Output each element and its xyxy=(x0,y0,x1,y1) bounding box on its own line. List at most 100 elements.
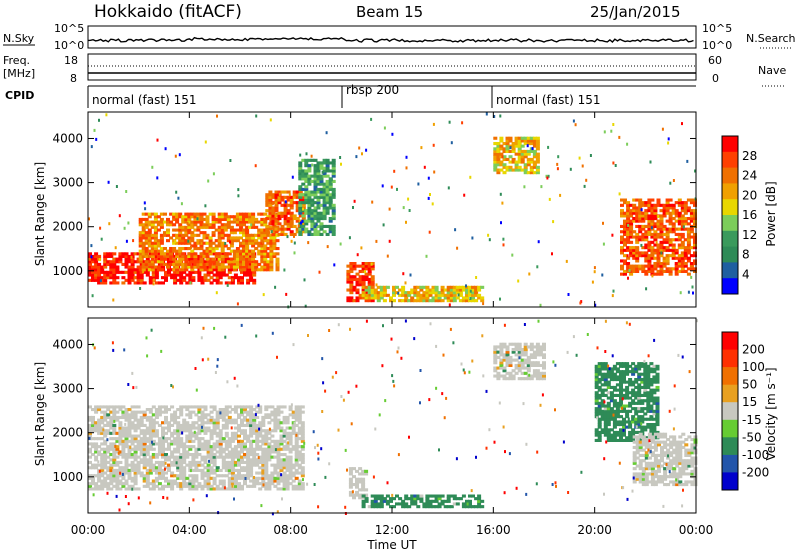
heatmap-cell xyxy=(635,224,640,228)
heatmap-cell xyxy=(662,248,667,252)
heatmap-cell xyxy=(322,203,327,207)
beam-title: Beam 15 xyxy=(356,3,423,21)
heatmap-cell xyxy=(361,291,366,295)
heatmap-cell xyxy=(127,429,132,433)
heatmap-cell xyxy=(130,257,135,261)
heatmap-cell xyxy=(465,299,469,303)
heatmap-cell xyxy=(200,442,205,446)
heatmap-cell xyxy=(200,487,205,491)
heatmap-cell xyxy=(242,239,246,243)
heatmap-speckle xyxy=(186,221,189,225)
heatmap-cell xyxy=(156,223,161,227)
heatmap-cell xyxy=(319,179,324,183)
heatmap-cell xyxy=(145,429,150,433)
heatmap-cell xyxy=(662,227,667,231)
heatmap-cell xyxy=(349,291,354,295)
heatmap-cell xyxy=(644,254,649,258)
heatmap-cell xyxy=(91,482,95,486)
heatmap-cell xyxy=(151,463,156,467)
heatmap-cell xyxy=(223,265,228,269)
heatmap-cell xyxy=(652,401,657,405)
heatmap-cell xyxy=(221,460,226,464)
heatmap-cell xyxy=(153,231,158,235)
heatmap-cell xyxy=(665,206,670,210)
heatmap-cell xyxy=(272,254,277,258)
heatmap-cell xyxy=(665,230,670,234)
heatmap-cell xyxy=(272,241,277,245)
heatmap-cell xyxy=(246,471,251,475)
heatmap-cell xyxy=(173,273,178,277)
heatmap-cell xyxy=(307,201,312,205)
heatmap-cell xyxy=(361,293,366,297)
heatmap-cell xyxy=(197,484,202,488)
heatmap-cell xyxy=(647,254,652,258)
heatmap-cell xyxy=(280,211,285,215)
heatmap-cell xyxy=(632,256,637,260)
heatmap-cell xyxy=(295,227,300,231)
heatmap-cell xyxy=(367,296,372,300)
heatmap-cell xyxy=(109,442,114,446)
heatmap-cell xyxy=(179,439,184,443)
heatmap-cell xyxy=(300,434,305,438)
heatmap-cell xyxy=(325,232,330,236)
heatmap-cell xyxy=(529,165,534,169)
heatmap-cell xyxy=(211,220,216,224)
heatmap-cell xyxy=(652,391,657,395)
heatmap-cell xyxy=(203,447,208,451)
heatmap-cell xyxy=(124,252,129,256)
heatmap-cell xyxy=(185,476,190,480)
heatmap-cell xyxy=(689,264,694,268)
heatmap-cell xyxy=(249,408,254,412)
heatmap-cell xyxy=(307,211,312,215)
heatmap-cell xyxy=(348,483,353,487)
heatmap-cell xyxy=(310,201,315,205)
heatmap-cell xyxy=(197,442,202,446)
heatmap-speckle xyxy=(290,239,293,243)
heatmap-cell xyxy=(422,293,427,297)
heatmap-cell xyxy=(270,471,275,475)
heatmap-cell xyxy=(511,147,516,151)
heatmap-cell xyxy=(112,270,117,274)
heatmap-cell xyxy=(625,412,630,416)
heatmap-cell xyxy=(520,144,525,148)
heatmap-cell xyxy=(206,450,211,454)
heatmap-cell xyxy=(218,445,223,449)
heatmap-cell xyxy=(295,206,300,210)
heatmap-cell xyxy=(364,288,369,292)
heatmap-cell xyxy=(229,249,234,253)
heatmap-cell xyxy=(514,358,519,362)
heatmap-cell xyxy=(103,410,108,414)
heatmap-cell xyxy=(649,425,654,429)
heatmap-speckle xyxy=(500,221,502,225)
heatmap-cell xyxy=(316,190,321,194)
heatmap-cell xyxy=(410,296,415,300)
heatmap-cell xyxy=(169,236,174,240)
heatmap-cell xyxy=(649,380,654,384)
heatmap-cell xyxy=(680,222,685,226)
heatmap-cell xyxy=(295,193,300,197)
heatmap-cell xyxy=(200,463,205,467)
heatmap-cell xyxy=(261,463,266,467)
heatmap-cell xyxy=(662,264,667,268)
heatmap-speckle xyxy=(348,236,351,240)
heatmap-cell xyxy=(600,362,605,366)
heatmap-cell xyxy=(133,268,138,272)
heatmap-cell xyxy=(154,415,159,419)
heatmap-cell xyxy=(606,428,611,432)
heatmap-cell xyxy=(686,240,691,244)
heatmap-cell xyxy=(103,429,108,433)
heatmap-speckle xyxy=(517,279,520,283)
heatmap-cell xyxy=(260,249,265,253)
heatmap-cell xyxy=(653,217,658,221)
heatmap-cell xyxy=(623,211,627,215)
heatmap-cell xyxy=(109,260,114,264)
heatmap-cell xyxy=(270,445,275,449)
heatmap-cell xyxy=(526,358,531,362)
heatmap-cell xyxy=(118,442,123,446)
heatmap-cell xyxy=(646,385,651,389)
heatmap-cell xyxy=(668,206,673,210)
heatmap-cell xyxy=(154,273,159,277)
heatmap-cell xyxy=(307,217,312,221)
heatmap-cell xyxy=(382,285,387,289)
heatmap-cell xyxy=(246,439,251,443)
